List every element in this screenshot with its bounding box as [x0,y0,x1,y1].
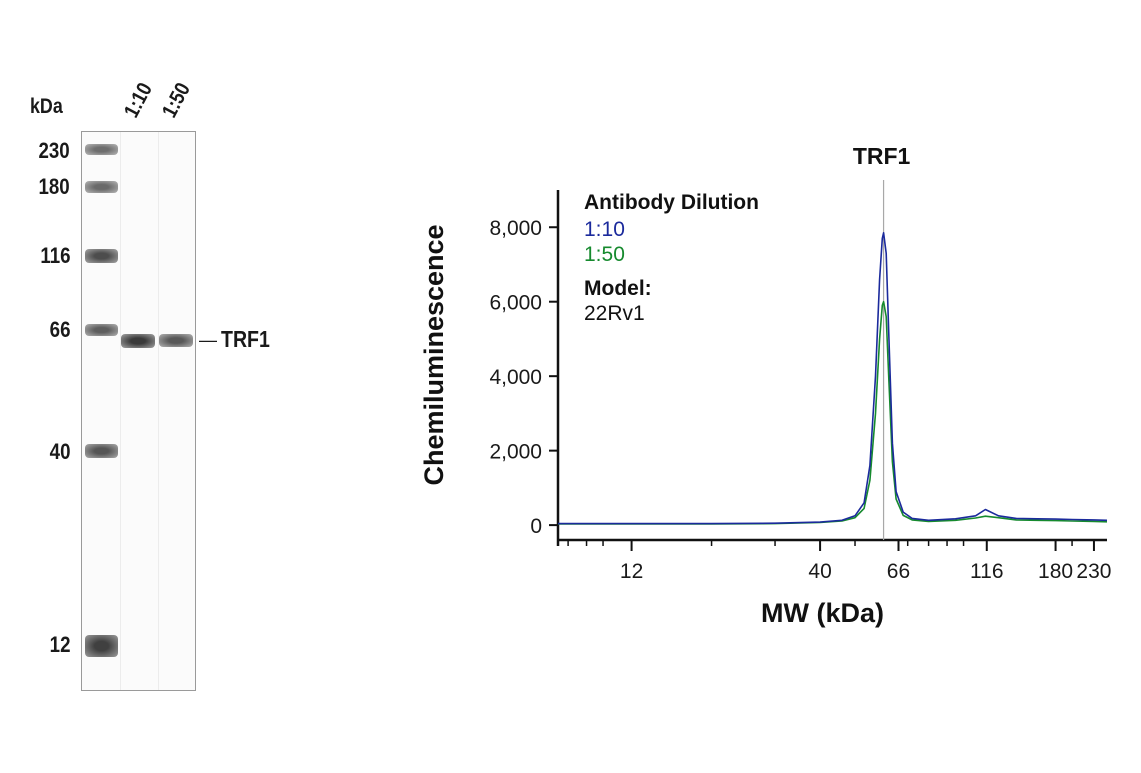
x-axis-title: MW (kDa) [761,598,884,628]
gel-image [81,131,196,691]
legend-model-label: Model: [584,277,652,300]
ladder-band-12 [85,635,118,657]
electropherogram-panel: 0 2,000 4,000 6,000 8,000 12 40 66 116 180 230 TRF1… [400,0,1141,768]
series-line-1-50 [558,300,1108,525]
band-dash: — [199,330,217,350]
lane-divider [120,132,121,690]
marker-label-230: 230 [38,138,70,163]
y-tick-label: 6,000 [489,292,542,315]
chemiluminescence-chart: 0 2,000 4,000 6,000 8,000 12 40 66 116 180 230 TRF1… [419,143,1111,628]
chart-title: TRF1 [853,143,911,169]
band-label-trf1: TRF1 [221,326,270,352]
y-tick-label: 0 [530,515,542,538]
x-tick-label: 116 [970,560,1003,583]
lane-label-2: 1:50 [157,79,195,122]
ladder-band-116 [85,249,118,263]
simulated-blot-panel: kDa 1:10 1:50 230 180 116 66 40 12 — TRF… [0,0,320,768]
y-tick-label: 2,000 [489,441,542,464]
sample-band-1-50 [159,334,193,347]
kda-unit-label: kDa [30,95,63,118]
marker-label-66: 66 [49,317,70,342]
series-line-1-10 [558,232,1108,525]
marker-label-116: 116 [39,243,70,268]
y-axis-title: Chemiluminescence [419,224,449,485]
y-tick-label: 8,000 [489,217,542,240]
x-tick-label: 12 [620,560,643,583]
legend-entry-1-10: 1:10 [584,218,625,241]
marker-label-40: 40 [49,439,70,464]
legend-entry-1-50: 1:50 [584,243,625,266]
lane-label-1: 1:10 [119,79,157,122]
x-tick-label: 230 [1076,560,1111,583]
x-tick-label: 40 [808,560,831,583]
ladder-band-66 [85,324,118,336]
legend-model-value: 22Rv1 [584,302,645,325]
marker-label-180: 180 [38,174,70,199]
legend-heading: Antibody Dilution [584,191,759,214]
marker-label-12: 12 [49,632,70,657]
ladder-band-180 [85,181,118,193]
y-tick-label: 4,000 [489,366,542,389]
x-tick-label: 66 [887,560,910,583]
x-tick-label: 180 [1038,560,1073,583]
ladder-band-40 [85,444,118,458]
lane-divider [158,132,159,690]
sample-band-1-10 [121,334,155,348]
ladder-band-230 [85,144,118,155]
